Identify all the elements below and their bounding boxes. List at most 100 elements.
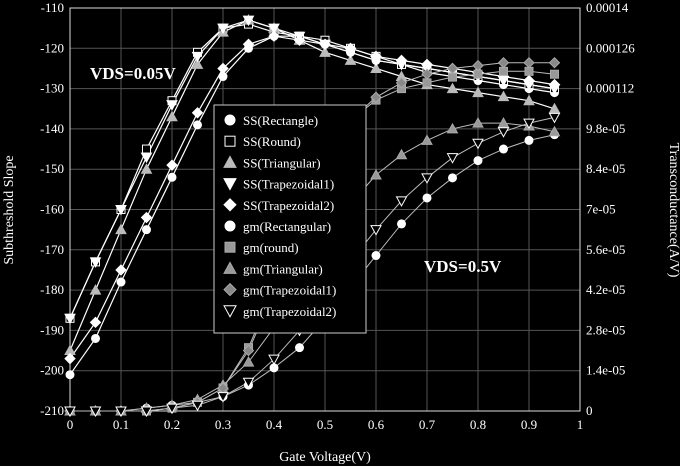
data-point [497, 90, 510, 102]
data-point [191, 107, 204, 119]
legend-marker [223, 155, 237, 168]
data-point [191, 51, 204, 63]
data-point [550, 69, 559, 79]
y-left-tick-label: -200 [40, 363, 64, 378]
y-right-tick-label: 7e-05 [586, 202, 616, 217]
data-point [91, 333, 100, 343]
y-left-tick-label: -160 [40, 202, 64, 217]
data-point [395, 148, 408, 160]
data-point [140, 211, 153, 224]
data-point [548, 102, 561, 114]
plot-frame [69, 7, 581, 412]
y-right-tick-label: 8.4e-05 [586, 161, 625, 176]
data-point [523, 94, 535, 106]
y-left-tick-label: -110 [41, 0, 64, 15]
data-point [167, 172, 177, 182]
data-point [295, 343, 304, 353]
data-point [448, 173, 457, 183]
data-point [166, 100, 178, 111]
annotation-vds-005: VDS=0.05V [90, 64, 176, 83]
data-point [473, 69, 483, 79]
x-tick-label: 0.2 [164, 417, 180, 432]
data-point [371, 251, 381, 261]
data-point [64, 406, 76, 418]
data-point [524, 66, 534, 76]
y-left-tick-label: -140 [40, 121, 64, 136]
data-point [217, 392, 229, 403]
data-point [268, 354, 280, 366]
y-right-tick-label: 0.000126 [586, 40, 635, 55]
x-tick-label: 0.1 [113, 417, 129, 432]
data-point [166, 159, 178, 171]
y-right-tick-label: 0.00014 [586, 0, 629, 15]
data-point [344, 54, 357, 65]
data-point [217, 23, 229, 35]
annotation-vds-05: VDS=0.5V [424, 257, 502, 276]
data-point [370, 91, 382, 103]
data-point [421, 173, 433, 184]
data-point [293, 34, 306, 46]
y-right-tick-label: 4.2e-05 [586, 282, 625, 297]
data-point [524, 135, 534, 145]
x-tick-label: 0.3 [215, 417, 231, 432]
data-point [319, 46, 331, 57]
data-point [395, 196, 408, 207]
data-point [548, 56, 561, 69]
y-left-tick-label: -190 [40, 322, 64, 337]
data-point [242, 38, 255, 50]
legend-label: SS(Round) [243, 134, 301, 149]
data-point [166, 403, 178, 415]
x-axis-label: Gate Voltage(V) [279, 450, 371, 465]
data-point [472, 59, 484, 72]
data-point [421, 68, 433, 80]
x-tick-label: 0.8 [470, 417, 486, 432]
data-point [421, 134, 433, 145]
data-point [242, 377, 255, 389]
legend-label: SS(Trapezoidal1) [243, 177, 334, 192]
legend: SS(Rectangle) SS(Round) SS(Triangular) SS(T… [213, 104, 367, 334]
y-right-tick-label: 0.000112 [586, 81, 634, 96]
data-point [497, 127, 510, 138]
data-point [446, 122, 459, 134]
y-left-tick-label: -210 [40, 403, 64, 418]
data-point [344, 42, 357, 55]
y-left-tick-label: -120 [40, 40, 64, 55]
legend-label: gm(Rectangular) [243, 219, 331, 234]
y-left-tick-label: -130 [40, 81, 64, 96]
data-point [191, 400, 204, 412]
data-point [422, 193, 432, 203]
x-tick-label: 0.6 [368, 417, 385, 432]
y-axis-left-label: Subthreshold Slope [2, 155, 17, 264]
legend-label: gm(Trapezoidal2) [243, 304, 336, 319]
legend-label: SS(Trapezoidal2) [243, 198, 334, 213]
data-point [395, 54, 408, 67]
y-right-tick-label: 9.8e-05 [586, 121, 625, 136]
data-point [142, 225, 151, 235]
data-point [499, 144, 508, 154]
data-point [242, 344, 255, 357]
data-point [472, 138, 484, 150]
data-point [268, 30, 280, 42]
y-left-tick-label: -170 [40, 242, 64, 257]
legend-marker [223, 282, 237, 297]
legend-marker [223, 261, 237, 274]
tick-labels: 0 0.1 0.2 0.3 0.4 0.5 0.6 0.7 0.8 0.9 1 -110 -120 -13… [40, 0, 635, 432]
legend-box [213, 104, 367, 334]
data-point [217, 62, 229, 75]
x-tick-label: 0.9 [521, 417, 537, 432]
data-point [370, 50, 382, 63]
y-right-tick-label: 1.4e-05 [586, 363, 625, 378]
data-point [89, 316, 102, 329]
legend-marker [223, 178, 237, 191]
data-point [64, 352, 76, 365]
data-point [142, 144, 151, 154]
legend-marker [224, 114, 236, 126]
legend-marker [224, 135, 236, 147]
data-point [548, 125, 561, 137]
data-point [395, 77, 408, 89]
series-line [69, 19, 555, 351]
legend-label: SS(Rectangle) [243, 113, 318, 128]
data-point [523, 118, 535, 130]
x-tick-label: 0 [67, 417, 74, 432]
data-point [523, 74, 535, 87]
